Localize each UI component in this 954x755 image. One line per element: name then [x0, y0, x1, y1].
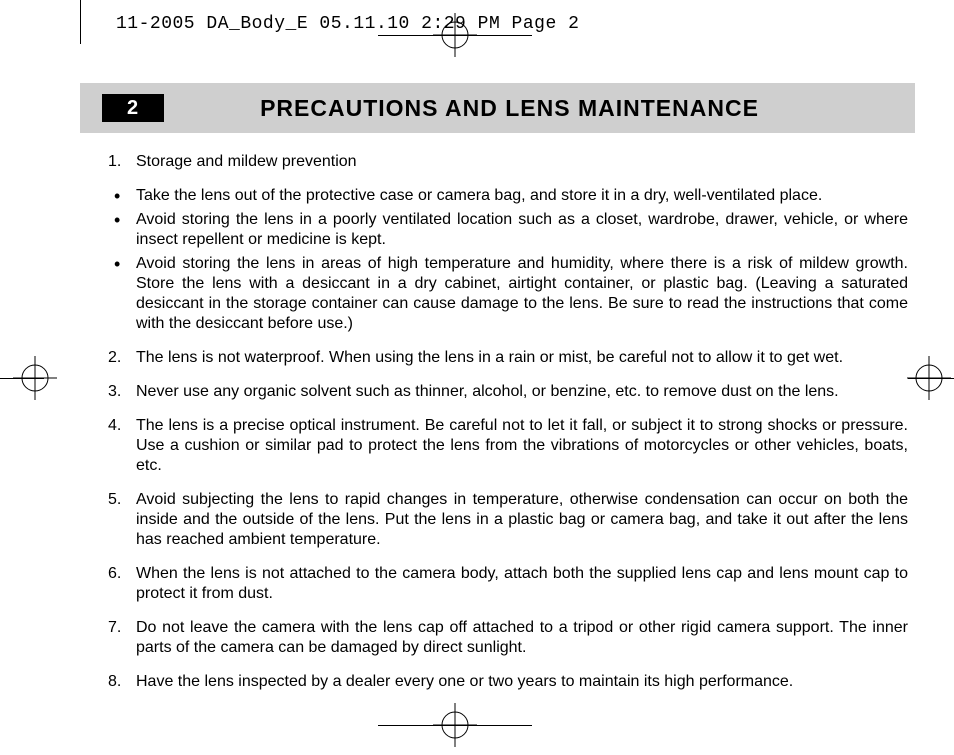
bullet-item: Avoid storing the lens in areas of high … — [108, 254, 908, 334]
bullet-item: Avoid storing the lens in a poorly venti… — [108, 210, 908, 250]
item-text: When the lens is not attached to the cam… — [136, 565, 908, 602]
list-item: 1. Storage and mildew prevention — [108, 152, 908, 172]
item-text: Have the lens inspected by a dealer ever… — [136, 673, 793, 690]
item-text: Never use any organic solvent such as th… — [136, 383, 839, 400]
item-number: 4. — [108, 416, 121, 436]
item-number: 3. — [108, 382, 121, 402]
registration-mark-right — [904, 353, 954, 403]
bullet-item: Take the lens out of the protective case… — [108, 186, 908, 206]
item-text: Storage and mildew prevention — [136, 153, 357, 170]
list-item: 5. Avoid subjecting the lens to rapid cha… — [108, 490, 908, 550]
list-item: 4. The lens is a precise optical instrume… — [108, 416, 908, 476]
page: 11-2005 DA_Body_E 05.11.10 2:29 PM Page … — [0, 0, 954, 755]
body-text: 1. Storage and mildew prevention Take th… — [108, 152, 908, 706]
item-text: Do not leave the camera with the lens ca… — [136, 619, 908, 656]
item-number: 7. — [108, 618, 121, 638]
registration-mark-left — [10, 353, 60, 403]
item-text: The lens is a precise optical instrument… — [136, 417, 908, 474]
item-number: 2. — [108, 348, 121, 368]
item-number: 1. — [108, 152, 121, 172]
item-text: Avoid subjecting the lens to rapid chang… — [136, 491, 908, 548]
item-number: 8. — [108, 672, 121, 692]
trim-line-bottom — [378, 725, 532, 726]
list-item: 8. Have the lens inspected by a dealer ev… — [108, 672, 908, 692]
registration-mark-top — [430, 10, 480, 60]
list-item: 2. The lens is not waterproof. When using… — [108, 348, 908, 368]
item-text: The lens is not waterproof. When using t… — [136, 349, 843, 366]
item-number: 6. — [108, 564, 121, 584]
page-number-badge: 2 — [102, 94, 164, 122]
list-item: 3. Never use any organic solvent such as … — [108, 382, 908, 402]
page-title: PRECAUTIONS AND LENS MAINTENANCE — [164, 95, 915, 122]
print-header: 11-2005 DA_Body_E 05.11.10 2:29 PM Page … — [116, 14, 579, 34]
item-number: 5. — [108, 490, 121, 510]
trim-line-top-left — [80, 0, 81, 44]
list-item: 6. When the lens is not attached to the c… — [108, 564, 908, 604]
list-item: 7. Do not leave the camera with the lens … — [108, 618, 908, 658]
title-bar: 2 PRECAUTIONS AND LENS MAINTENANCE — [80, 83, 915, 133]
